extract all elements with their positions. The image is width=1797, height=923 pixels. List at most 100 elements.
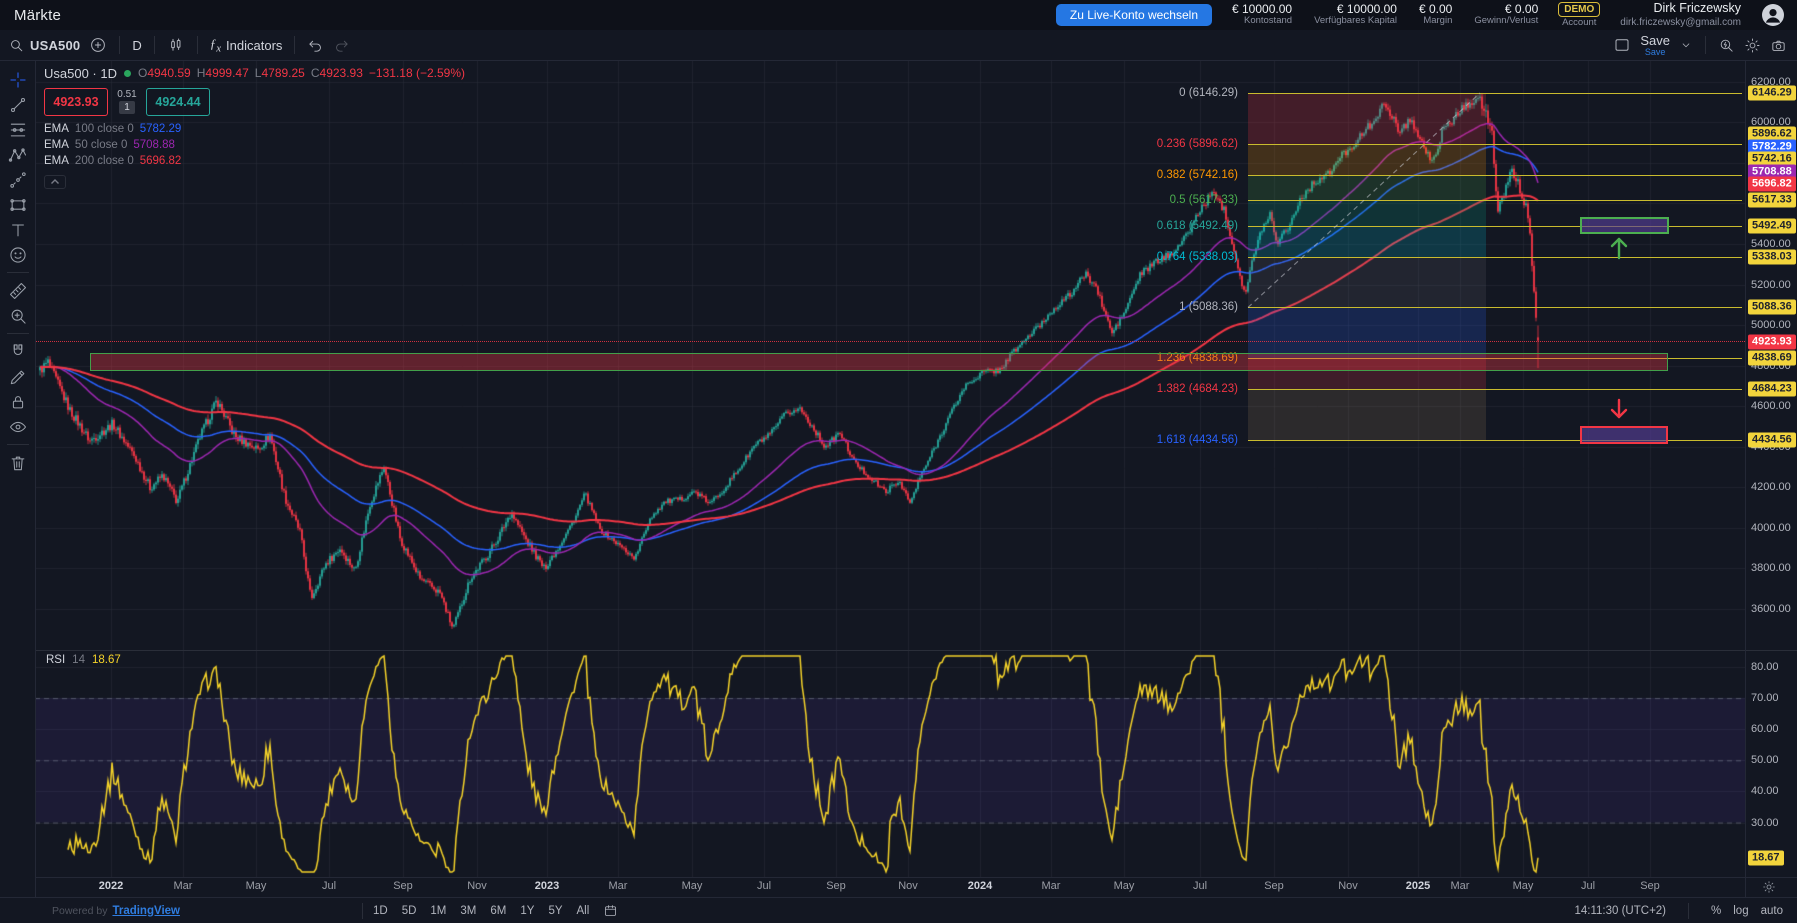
tool-forecast-icon[interactable]: [5, 169, 31, 190]
save-hint: Save: [1645, 48, 1666, 57]
auto-scale-toggle[interactable]: auto: [1761, 905, 1783, 917]
tool-xabcd-icon[interactable]: [5, 144, 31, 165]
tool-rect-icon[interactable]: [5, 194, 31, 215]
tool-eye-icon[interactable]: [5, 416, 31, 437]
indicator-legend-list: EMA 100 close 0 5782.29 EMA 50 close 0 5…: [44, 123, 465, 167]
time-axis-label: May: [246, 880, 267, 892]
tool-lock-icon[interactable]: [5, 391, 31, 412]
search-icon: [8, 37, 25, 54]
indicator-name: EMA: [44, 123, 69, 135]
range-button-1d[interactable]: 1D: [373, 905, 388, 917]
ema-legend-row[interactable]: EMA 200 close 0 5696.82: [44, 155, 465, 167]
tool-crosshair-icon[interactable]: [5, 69, 31, 90]
log-scale-toggle[interactable]: log: [1733, 905, 1748, 917]
tool-trash-icon[interactable]: [5, 452, 31, 473]
camera-snapshot-button[interactable]: [1770, 37, 1787, 54]
tool-zoomin-icon[interactable]: [5, 305, 31, 326]
user-info[interactable]: Dirk Friczewsky dirk.friczewsky@gmail.co…: [1620, 1, 1741, 29]
stat-label: Verfügbares Kapital: [1314, 16, 1397, 27]
tool-pencil-icon[interactable]: [5, 366, 31, 387]
interval-button[interactable]: D: [132, 38, 141, 53]
account-stat: € 10000.00 Kontostand: [1232, 3, 1292, 28]
time-axis-label: Nov: [467, 880, 487, 892]
fib-level-line[interactable]: [1248, 257, 1742, 258]
fib-level-line[interactable]: [1248, 175, 1742, 176]
price-axis-label: 5696.82: [1748, 177, 1796, 192]
target-box-short[interactable]: [1580, 426, 1668, 444]
price-axis-label: 18.67: [1748, 851, 1784, 866]
save-chevron-down-icon[interactable]: [1679, 38, 1693, 52]
rsi-legend[interactable]: RSI 14 18.67: [46, 654, 121, 666]
change-value: −131.18 (−2.59%): [369, 66, 465, 80]
range-button-5y[interactable]: 5Y: [548, 905, 562, 917]
fib-level-line[interactable]: [1248, 200, 1742, 201]
price-axis-label: 6146.29: [1748, 86, 1796, 101]
price-axis-label: 4684.23: [1748, 382, 1796, 397]
settings-gear-button[interactable]: [1744, 37, 1761, 54]
toolbar-divider: [294, 36, 295, 54]
quick-search-button[interactable]: [1718, 37, 1735, 54]
tool-text-icon[interactable]: [5, 219, 31, 240]
rsi-params: 14: [72, 654, 85, 666]
time-axis-gear-icon[interactable]: [1762, 880, 1776, 894]
fib-level-line[interactable]: [1248, 389, 1742, 390]
range-button-1m[interactable]: 1M: [430, 905, 446, 917]
target-box-long[interactable]: [1580, 217, 1669, 234]
rsi-axis-tick: 40.00: [1751, 785, 1779, 797]
bottom-toolbar: Powered by TradingView 1D 5D 1M 3M 6M 1Y 5Y All…: [0, 897, 1797, 923]
ohlc-item: C4923.93: [311, 66, 363, 80]
legend-collapse-button[interactable]: [44, 175, 66, 189]
fx-icon: ƒx: [210, 36, 221, 55]
footer-divider: [1688, 903, 1689, 919]
pane-separator[interactable]: [0, 650, 1797, 651]
rsi-name: RSI: [46, 654, 65, 666]
redo-button[interactable]: [333, 37, 350, 54]
time-axis-label: Sep: [1640, 880, 1660, 892]
tool-ruler-icon[interactable]: [5, 280, 31, 301]
time-axis-label: 2023: [535, 880, 559, 892]
tool-fib-icon[interactable]: [5, 119, 31, 140]
fib-level-line[interactable]: [1248, 144, 1742, 145]
tool-trendline-icon[interactable]: [5, 94, 31, 115]
range-button-1y[interactable]: 1Y: [520, 905, 534, 917]
app-header: Märkte Zu Live-Konto wechseln € 10000.00…: [0, 0, 1797, 30]
percent-scale-toggle[interactable]: %: [1711, 905, 1721, 917]
legend-symbol-title[interactable]: Usa500 · 1D: [44, 66, 117, 81]
tradingview-link[interactable]: TradingView: [112, 905, 180, 917]
tool-magnet-icon[interactable]: [5, 341, 31, 362]
chart-toolbar: USA500 D ƒx Indicators Save Save: [0, 30, 1797, 61]
range-button-6m[interactable]: 6M: [490, 905, 506, 917]
stat-label: Margin: [1423, 16, 1452, 27]
stat-value: € 10000.00: [1232, 3, 1292, 17]
indicator-name: EMA: [44, 139, 69, 151]
range-button-5d[interactable]: 5D: [402, 905, 417, 917]
avatar[interactable]: [1761, 3, 1785, 27]
clock[interactable]: 14:11:30 (UTC+2): [1575, 905, 1667, 917]
ema-legend-row[interactable]: EMA 50 close 0 5708.88: [44, 139, 465, 151]
support-zone-rectangle[interactable]: [90, 353, 1668, 371]
go-to-date-calendar-icon[interactable]: [603, 903, 618, 918]
time-axis-label: Jul: [322, 880, 336, 892]
fib-level-line[interactable]: [1248, 93, 1742, 94]
tradingview-attribution: Powered by TradingView: [0, 905, 352, 917]
fib-level-line[interactable]: [1248, 307, 1742, 308]
range-button-all[interactable]: All: [577, 905, 590, 917]
sell-button[interactable]: 4923.93: [44, 88, 108, 116]
add-symbol-button[interactable]: [89, 36, 107, 54]
range-button-3m[interactable]: 3M: [460, 905, 476, 917]
save-button[interactable]: Save Save: [1640, 34, 1670, 57]
indicators-button[interactable]: ƒx Indicators: [210, 36, 283, 55]
candle-style-button[interactable]: [167, 36, 185, 54]
ema-legend-row[interactable]: EMA 100 close 0 5782.29: [44, 123, 465, 135]
buy-button[interactable]: 4924.44: [146, 88, 210, 116]
tool-smiley-icon[interactable]: [5, 244, 31, 265]
time-axis-label: Sep: [826, 880, 846, 892]
layout-button[interactable]: [1613, 36, 1631, 54]
indicator-name: EMA: [44, 155, 69, 167]
undo-button[interactable]: [307, 37, 324, 54]
price-axis-label: 4923.93: [1748, 335, 1796, 350]
quantity-box[interactable]: 1: [119, 101, 135, 114]
symbol-search-button[interactable]: USA500: [8, 37, 80, 54]
switch-to-live-button[interactable]: Zu Live-Konto wechseln: [1056, 4, 1212, 26]
